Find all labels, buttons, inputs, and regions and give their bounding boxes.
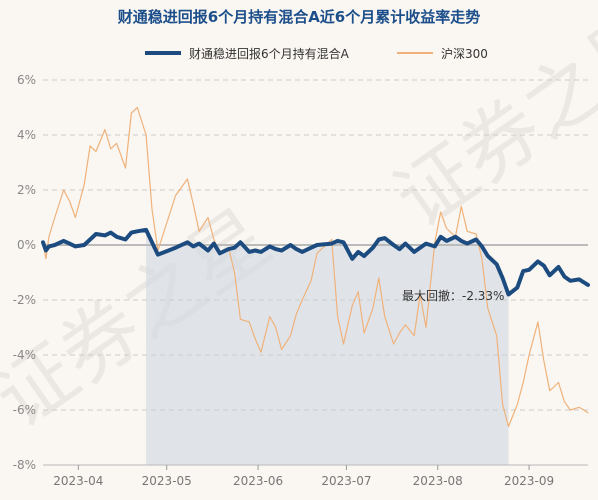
drawdown-label: 最大回撤：-2.33% xyxy=(402,288,504,303)
y-tick-label: 6% xyxy=(17,73,36,87)
grid-layer xyxy=(43,79,588,466)
legend-swatch-fund xyxy=(145,51,181,55)
series-line-fund xyxy=(41,227,590,297)
x-tick-label: 2023-08 xyxy=(413,474,463,488)
y-tick-label: 0% xyxy=(17,238,36,252)
drawdown-area xyxy=(146,229,509,465)
y-tick-label: -6% xyxy=(13,403,36,417)
y-tick-label: -8% xyxy=(13,458,36,472)
legend: 财通稳进回报6个月持有混合A 沪深300 xyxy=(0,44,598,62)
x-tick-label: 2023-04 xyxy=(53,474,103,488)
legend-swatch-index xyxy=(397,52,433,54)
legend-item-index[interactable]: 沪深300 xyxy=(397,44,488,62)
drawdown-layer xyxy=(146,229,509,465)
chart-title: 财通稳进回报6个月持有混合A近6个月累计收益率走势 xyxy=(117,8,481,26)
legend-item-fund[interactable]: 财通稳进回报6个月持有混合A xyxy=(145,44,349,62)
x-tick-label: 2023-09 xyxy=(504,474,554,488)
y-tick-label: -2% xyxy=(13,293,36,307)
series-line-index xyxy=(42,106,589,428)
watermark-text-2: 证券之星 xyxy=(379,0,598,246)
x-tick-label: 2023-06 xyxy=(233,474,283,488)
legend-label-fund: 财通稳进回报6个月持有混合A xyxy=(189,46,349,61)
y-tick-label: 2% xyxy=(17,183,36,197)
x-tick-label: 2023-07 xyxy=(321,474,371,488)
series-layer xyxy=(41,106,590,428)
legend-label-index: 沪深300 xyxy=(441,46,488,61)
x-tick-label: 2023-05 xyxy=(142,474,192,488)
axis-layer: 6% 4% 2% 0% -2% -4% -6% -8% 2023-04 2023-05 2023-0… xyxy=(13,73,588,488)
y-tick-label: 4% xyxy=(17,128,36,142)
y-tick-label: -4% xyxy=(13,348,36,362)
